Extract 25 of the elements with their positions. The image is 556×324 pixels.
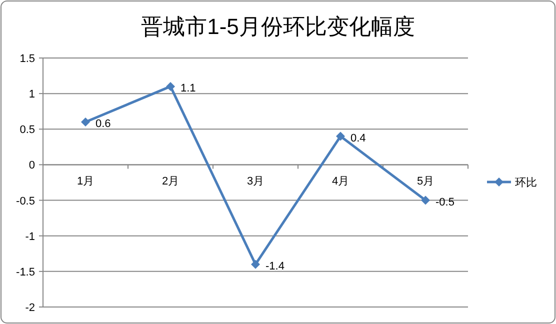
- y-tick-label: 0.5: [20, 124, 35, 136]
- y-tick-label: -0.5: [16, 195, 35, 208]
- point: [336, 132, 345, 141]
- data-label: 0.6: [96, 118, 111, 130]
- x-tick-label: 5月: [416, 176, 434, 188]
- data-label: -1.4: [266, 260, 284, 272]
- legend-label: 环比: [515, 176, 537, 189]
- data-label: 1.1: [180, 82, 196, 94]
- x-tick-label: 4月: [332, 176, 350, 188]
- point: [421, 196, 430, 205]
- y-tick-label: 1.5: [20, 53, 35, 65]
- x-tick-label: 3月: [246, 176, 264, 188]
- data-label: 0.4: [350, 132, 366, 144]
- title: 晋城市1-5月份环比变化幅度: [141, 14, 415, 39]
- y-tick-label: 1: [28, 88, 35, 101]
- point: [251, 260, 260, 269]
- x-tick-label: 2月: [162, 176, 180, 188]
- y-tick-label: -2: [25, 302, 35, 314]
- x-tick-label: 1月: [76, 176, 94, 188]
- y-tick-label: -1.5: [16, 266, 35, 278]
- y-tick-label: 0: [28, 160, 35, 172]
- y-tick-label: -1: [25, 230, 35, 243]
- point: [81, 118, 90, 127]
- point: [166, 82, 175, 91]
- data-label: -0.5: [436, 196, 454, 208]
